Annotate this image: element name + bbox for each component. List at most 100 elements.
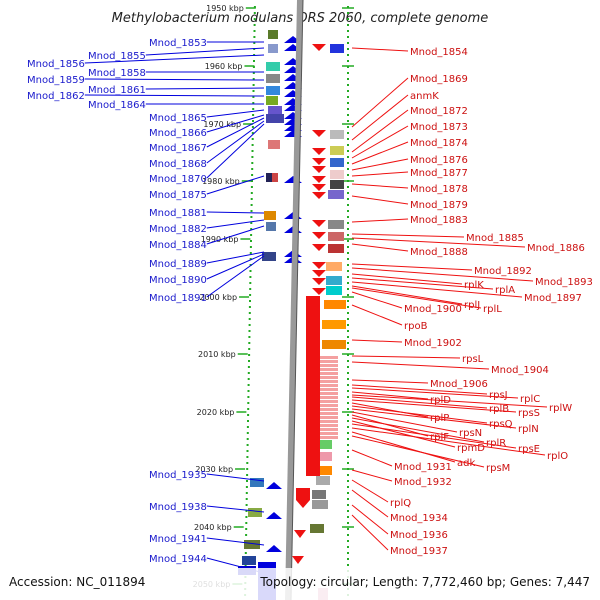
gene-label-left[interactable]: Mnod_1944: [149, 554, 207, 565]
gene-label-left[interactable]: Mnod_1935: [149, 470, 207, 481]
gene-block[interactable]: [320, 388, 338, 391]
reverse-gene-arrow[interactable]: [312, 184, 326, 191]
gene-block[interactable]: [266, 62, 280, 71]
gene-label-left[interactable]: Mnod_1856: [27, 59, 85, 70]
gene-label-right[interactable]: Mnod_1885: [466, 233, 524, 244]
gene-block[interactable]: [320, 396, 338, 399]
gene-label-right[interactable]: rplC: [520, 394, 540, 405]
gene-label-right[interactable]: Mnod_1897: [524, 293, 582, 304]
gene-block[interactable]: [268, 30, 278, 39]
gene-label-left[interactable]: Mnod_1875: [149, 190, 207, 201]
gene-label-left[interactable]: Mnod_1862: [27, 91, 85, 102]
gene-label-right[interactable]: Mnod_1931: [394, 462, 452, 473]
gene-label-left[interactable]: Mnod_1865: [149, 113, 207, 124]
gene-label-right[interactable]: Mnod_1883: [410, 215, 468, 226]
gene-label-right[interactable]: anmK: [410, 91, 439, 102]
reverse-gene-arrow[interactable]: [312, 192, 326, 199]
gene-block[interactable]: [320, 356, 338, 359]
gene-label-right[interactable]: rpmD: [457, 443, 485, 454]
gene-label-right[interactable]: rpoB: [404, 321, 428, 332]
reverse-gene-arrow[interactable]: [312, 278, 326, 285]
gene-label-left[interactable]: Mnod_1938: [149, 502, 207, 513]
gene-label-left[interactable]: Mnod_1870: [149, 174, 207, 185]
gene-block[interactable]: [320, 416, 338, 419]
gene-label-right[interactable]: rplA: [495, 285, 515, 296]
gene-block[interactable]: [320, 380, 338, 383]
gene-block[interactable]: [328, 232, 344, 241]
gene-label-right[interactable]: Mnod_1936: [390, 530, 448, 541]
gene-label-left[interactable]: Mnod_1858: [88, 68, 146, 79]
reverse-gene-arrow[interactable]: [312, 44, 326, 51]
gene-block[interactable]: [310, 524, 324, 533]
gene-block[interactable]: [266, 114, 284, 123]
gene-label-left[interactable]: Mnod_1891: [149, 293, 207, 304]
gene-block[interactable]: [318, 452, 332, 461]
gene-label-right[interactable]: Mnod_1876: [410, 155, 468, 166]
gene-label-left[interactable]: Mnod_1882: [149, 224, 207, 235]
gene-label-right[interactable]: rpsQ: [489, 419, 513, 430]
gene-label-left[interactable]: Mnod_1859: [27, 75, 85, 86]
reverse-gene-arrow[interactable]: [312, 232, 326, 239]
gene-block[interactable]: [312, 490, 326, 499]
reverse-gene-arrow[interactable]: [292, 556, 304, 564]
gene-label-left[interactable]: Mnod_1864: [88, 100, 146, 111]
reverse-gene-arrow[interactable]: [312, 270, 326, 277]
gene-label-right[interactable]: Mnod_1879: [410, 200, 468, 211]
gene-label-right[interactable]: Mnod_1873: [410, 122, 468, 133]
gene-block[interactable]: [320, 408, 338, 411]
gene-label-right[interactable]: rpsN: [459, 428, 482, 439]
gene-label-right[interactable]: Mnod_1886: [527, 243, 585, 254]
gene-block[interactable]: [320, 412, 338, 415]
gene-label-right[interactable]: Mnod_1854: [410, 47, 468, 58]
reverse-gene-arrow[interactable]: [312, 220, 326, 227]
gene-block[interactable]: [266, 86, 280, 95]
gene-label-right[interactable]: Mnod_1934: [390, 513, 448, 524]
gene-label-left[interactable]: Mnod_1889: [149, 259, 207, 270]
gene-label-right[interactable]: Mnod_1877: [410, 168, 468, 179]
gene-block[interactable]: [250, 478, 264, 487]
gene-label-right[interactable]: rplB: [489, 404, 509, 415]
gene-label-right[interactable]: Mnod_1900: [404, 304, 462, 315]
gene-label-right[interactable]: rplN: [518, 424, 539, 435]
gene-block[interactable]: [320, 360, 338, 363]
gene-label-right[interactable]: rplK: [464, 280, 484, 291]
gene-label-left[interactable]: Mnod_1861: [88, 85, 146, 96]
reverse-gene-block[interactable]: [306, 296, 320, 476]
gene-block[interactable]: [320, 400, 338, 403]
gene-label-right[interactable]: rpsM: [486, 463, 510, 474]
gene-label-right[interactable]: rpsL: [462, 354, 484, 365]
gene-block[interactable]: [268, 44, 278, 53]
gene-block[interactable]: [326, 262, 342, 271]
gene-label-right[interactable]: rplJ: [464, 300, 480, 311]
gene-label-right[interactable]: rplF: [430, 432, 449, 443]
reverse-gene-arrow[interactable]: [312, 262, 326, 269]
gene-label-right[interactable]: Mnod_1869: [410, 74, 468, 85]
gene-block[interactable]: [266, 74, 280, 83]
gene-block[interactable]: [324, 300, 346, 309]
gene-block[interactable]: [322, 340, 346, 349]
reverse-gene-arrow[interactable]: [312, 166, 326, 173]
gene-label-right[interactable]: rpsE: [518, 444, 540, 455]
reverse-gene-arrow[interactable]: [312, 158, 326, 165]
gene-block[interactable]: [266, 173, 272, 182]
gene-block[interactable]: [328, 190, 344, 199]
gene-block[interactable]: [312, 500, 328, 509]
gene-block[interactable]: [320, 364, 338, 367]
gene-block[interactable]: [330, 170, 344, 179]
gene-block[interactable]: [320, 440, 332, 449]
gene-block[interactable]: [266, 96, 278, 105]
gene-label-left[interactable]: Mnod_1884: [149, 240, 207, 251]
gene-label-right[interactable]: rplW: [549, 403, 572, 414]
gene-label-left[interactable]: Mnod_1853: [149, 38, 207, 49]
gene-block[interactable]: [322, 320, 346, 329]
gene-label-right[interactable]: Mnod_1937: [390, 546, 448, 557]
gene-block[interactable]: [330, 158, 344, 167]
forward-gene-arrow[interactable]: [266, 545, 282, 552]
gene-block[interactable]: [330, 180, 344, 189]
gene-label-left[interactable]: Mnod_1855: [88, 51, 146, 62]
gene-label-right[interactable]: rplR: [486, 438, 506, 449]
gene-block[interactable]: [268, 140, 280, 149]
gene-block[interactable]: [320, 372, 338, 375]
gene-block[interactable]: [242, 556, 256, 565]
reverse-gene-arrow[interactable]: [312, 288, 326, 295]
